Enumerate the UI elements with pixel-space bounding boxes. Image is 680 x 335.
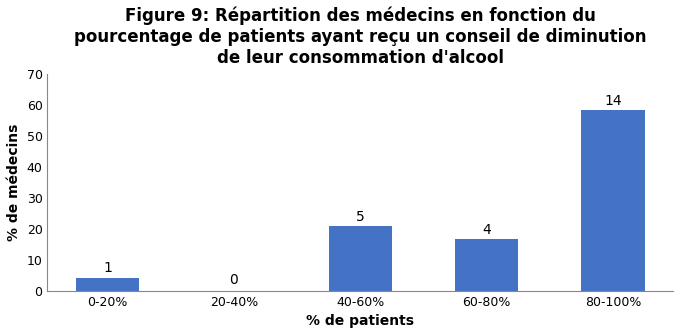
Text: 14: 14 bbox=[605, 94, 622, 108]
Text: 4: 4 bbox=[482, 223, 491, 237]
Bar bbox=[581, 110, 645, 291]
Bar bbox=[328, 226, 392, 291]
Text: 0: 0 bbox=[229, 273, 238, 287]
Text: 1: 1 bbox=[103, 261, 112, 275]
Bar bbox=[75, 278, 139, 291]
X-axis label: % de patients: % de patients bbox=[306, 314, 414, 328]
Bar bbox=[455, 239, 518, 291]
Y-axis label: % de médecins: % de médecins bbox=[7, 124, 21, 241]
Title: Figure 9: Répartition des médecins en fonction du
pourcentage de patients ayant : Figure 9: Répartition des médecins en fo… bbox=[74, 7, 647, 67]
Text: 5: 5 bbox=[356, 210, 364, 224]
